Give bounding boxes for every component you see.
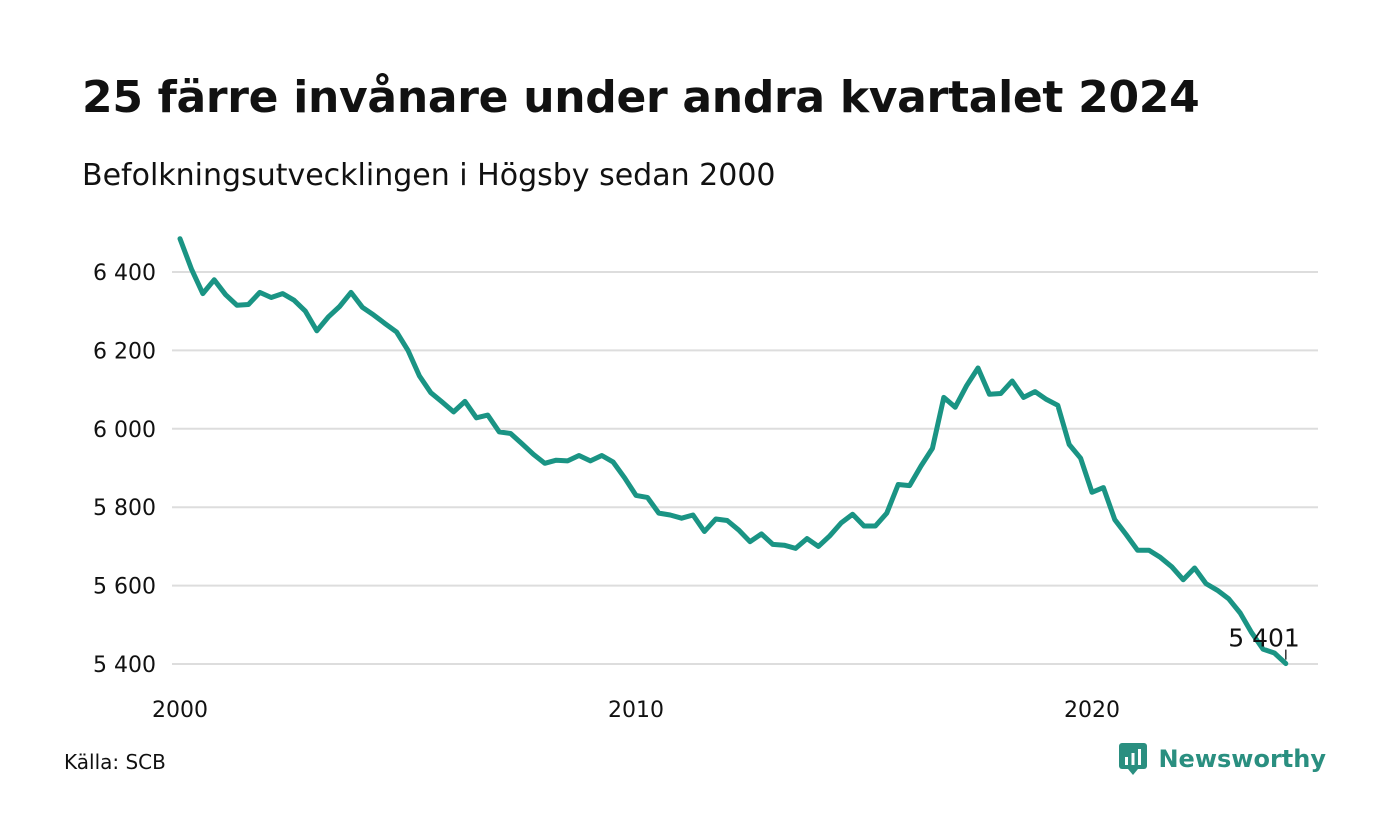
- end-annotation: 5 401: [1228, 624, 1300, 660]
- series-line: [177, 236, 1289, 667]
- brand-logo[interactable]: Newsworthy: [1118, 742, 1326, 776]
- newsworthy-logo-icon: [1119, 743, 1148, 775]
- gridlines: [172, 271, 1318, 665]
- y-tick-label: 6 000: [93, 418, 156, 443]
- y-tick-label: 5 800: [93, 496, 156, 521]
- x-tick-label: 2000: [152, 698, 208, 723]
- x-tick-label: 2020: [1064, 698, 1120, 723]
- chart-title: 25 färre invånare under andra kvartalet …: [82, 72, 1200, 123]
- y-tick-label: 6 400: [93, 261, 156, 286]
- chart-subtitle: Befolkningsutvecklingen i Högsby sedan 2…: [82, 158, 776, 193]
- x-tick-label: 2010: [608, 698, 664, 723]
- source-note: Källa: SCB: [64, 750, 166, 774]
- brand-name: Newsworthy: [1158, 745, 1326, 773]
- y-tick-label: 6 200: [93, 339, 156, 364]
- series-layer: [177, 236, 1289, 667]
- y-tick-label: 5 400: [93, 653, 156, 678]
- end-value-label: 5 401: [1228, 624, 1300, 653]
- y-axis-tick-labels: 5 400 5 600 5 800 6 000 6 200 6 400: [93, 261, 156, 678]
- x-axis-tick-labels: 2000 2010 2020: [152, 698, 1120, 723]
- y-tick-label: 5 600: [93, 575, 156, 600]
